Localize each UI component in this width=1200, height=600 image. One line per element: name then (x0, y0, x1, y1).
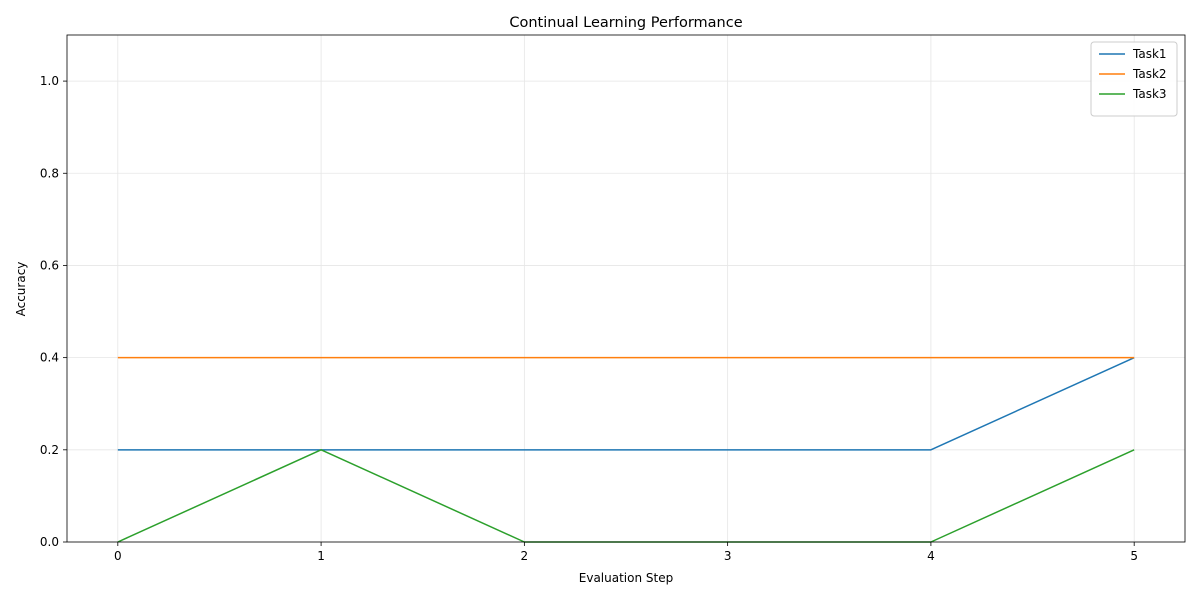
y-tick-label: 1.0 (40, 74, 59, 88)
y-tick-label: 0.8 (40, 166, 59, 180)
plot-frame (66, 34, 1186, 543)
legend: Task1 Task2 Task3 (1090, 41, 1178, 117)
y-tick-label: 0.0 (40, 535, 59, 549)
x-tick-label: 4 (927, 549, 935, 563)
y-tick-label: 0.2 (40, 443, 59, 457)
x-tick-label: 2 (521, 549, 529, 563)
axes (63, 34, 1186, 546)
y-tick-label: 0.6 (40, 258, 59, 272)
x-tick-label: 1 (317, 549, 325, 563)
grid (67, 35, 1185, 543)
chart-title: Continual Learning Performance (509, 15, 742, 31)
legend-label: Task1 (1132, 47, 1167, 61)
y-tick-label: 0.4 (40, 351, 59, 365)
legend-box (1090, 41, 1178, 117)
y-axis-title: Accuracy (14, 262, 28, 317)
x-axis-title: Evaluation Step (579, 571, 673, 585)
series-line-task1 (117, 356, 1135, 451)
x-tick-label: 5 (1130, 549, 1138, 563)
tick-labels: 0 1 2 3 4 5 0.0 0.2 0.4 0.6 0.8 1.0 (40, 74, 1138, 563)
legend-label: Task2 (1132, 67, 1167, 81)
x-tick-label: 0 (114, 549, 122, 563)
legend-label: Task3 (1132, 87, 1167, 101)
x-tick-label: 3 (724, 549, 732, 563)
series-line-task3 (117, 449, 1135, 543)
